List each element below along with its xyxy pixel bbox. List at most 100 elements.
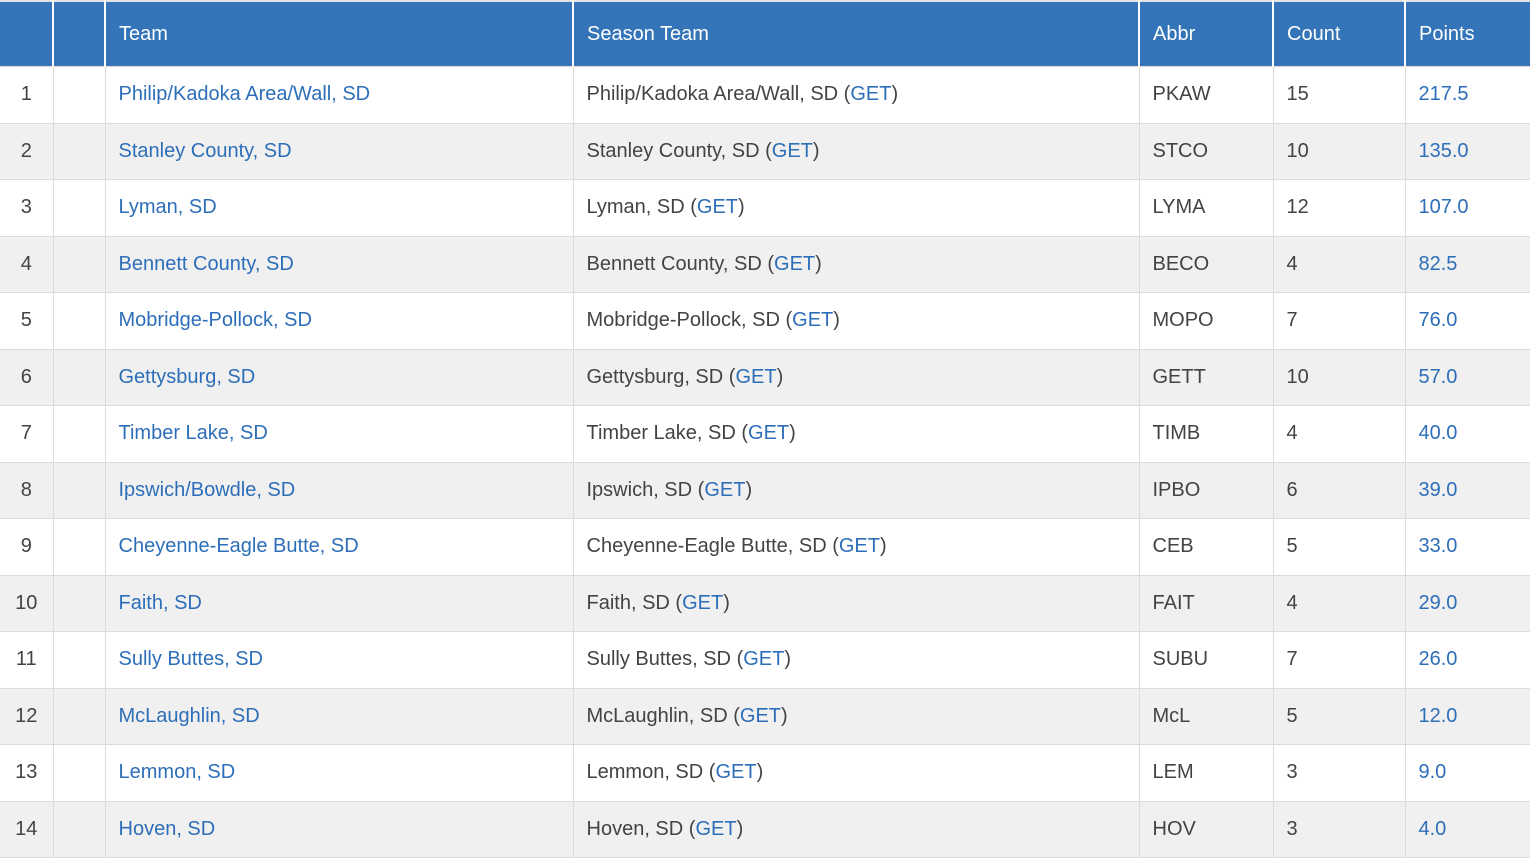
- get-link[interactable]: GET: [838, 535, 880, 558]
- team-link[interactable]: Philip/Kadoka Area/Wall, SD: [118, 83, 371, 106]
- team-cell: Stanley County, SD: [105, 123, 574, 180]
- points-link[interactable]: 12.0: [1418, 704, 1458, 727]
- table-row: 14 Hoven, SD Hoven, SD (GET) HOV 3 4.0: [0, 801, 1530, 858]
- table-header: Team Season Team Abbr Count Points: [0, 1, 1530, 67]
- season-team-name: Hoven, SD: [586, 817, 684, 840]
- team-cell: Bennett County, SD: [105, 236, 574, 293]
- season-team-cell: Gettysburg, SD (GET): [573, 349, 1140, 406]
- points-link[interactable]: 57.0: [1418, 365, 1458, 388]
- abbr-cell: HOV: [1139, 801, 1274, 858]
- count-cell: 3: [1273, 744, 1406, 802]
- team-link[interactable]: Sully Buttes, SD: [118, 648, 264, 671]
- rank-cell: 12: [0, 688, 54, 745]
- team-link[interactable]: Mobridge-Pollock, SD: [118, 309, 312, 332]
- count-cell: 7: [1273, 631, 1406, 689]
- points-link[interactable]: 33.0: [1418, 535, 1458, 558]
- season-team-cell: Ipswich, SD (GET): [573, 462, 1140, 519]
- get-link[interactable]: GET: [696, 196, 739, 219]
- team-link[interactable]: Hoven, SD: [118, 817, 216, 840]
- team-cell: Lemmon, SD: [105, 744, 574, 802]
- points-link[interactable]: 4.0: [1418, 817, 1447, 840]
- abbr-cell: GETT: [1139, 349, 1274, 406]
- get-link[interactable]: GET: [682, 591, 724, 614]
- team-link[interactable]: Lyman, SD: [118, 196, 217, 219]
- season-team-cell: Timber Lake, SD (GET): [573, 405, 1140, 463]
- get-link[interactable]: GET: [715, 761, 757, 784]
- paren-open: (: [683, 817, 696, 840]
- table-row: 3 Lyman, SD Lyman, SD (GET) LYMA 12 107.…: [0, 179, 1530, 237]
- flag-cell: [53, 123, 106, 180]
- get-link[interactable]: GET: [792, 309, 834, 332]
- points-link[interactable]: 39.0: [1418, 478, 1458, 501]
- team-link[interactable]: Gettysburg, SD: [118, 365, 256, 388]
- paren-open: (: [826, 535, 839, 558]
- paren-close: ): [723, 591, 730, 614]
- team-cell: Cheyenne-Eagle Butte, SD: [105, 518, 574, 576]
- get-link[interactable]: GET: [771, 139, 813, 162]
- season-team-name: Timber Lake, SD: [586, 422, 736, 445]
- team-link[interactable]: Faith, SD: [118, 591, 202, 614]
- team-link[interactable]: Cheyenne-Eagle Butte, SD: [118, 535, 359, 558]
- points-link[interactable]: 29.0: [1418, 591, 1458, 614]
- season-team-name: Bennett County, SD: [586, 252, 762, 275]
- paren-open: (: [669, 591, 683, 614]
- header-team: Team: [105, 1, 574, 67]
- points-cell: 33.0: [1405, 518, 1530, 576]
- points-link[interactable]: 107.0: [1418, 196, 1469, 219]
- table-row: 2 Stanley County, SD Stanley County, SD …: [0, 123, 1530, 180]
- rank-cell: 2: [0, 123, 54, 180]
- team-link[interactable]: Ipswich/Bowdle, SD: [118, 478, 296, 501]
- season-team-cell: Philip/Kadoka Area/Wall, SD (GET): [573, 66, 1140, 124]
- paren-close: ): [776, 365, 784, 388]
- team-link[interactable]: Bennett County, SD: [118, 252, 294, 275]
- paren-open: (: [692, 478, 705, 501]
- season-team-cell: Stanley County, SD (GET): [573, 123, 1140, 180]
- rank-cell: 8: [0, 462, 54, 519]
- team-cell: Gettysburg, SD: [105, 349, 574, 406]
- get-link[interactable]: GET: [748, 422, 790, 445]
- paren-close: ): [833, 309, 840, 332]
- abbr-cell: STCO: [1139, 123, 1274, 180]
- rank-cell: 1: [0, 66, 54, 124]
- abbr-cell: LEM: [1139, 744, 1274, 802]
- header-points: Points: [1405, 1, 1530, 67]
- team-link[interactable]: Timber Lake, SD: [118, 422, 268, 445]
- season-team-cell: Faith, SD (GET): [573, 575, 1140, 632]
- get-link[interactable]: GET: [704, 478, 746, 501]
- flag-cell: [53, 518, 106, 576]
- get-link[interactable]: GET: [743, 648, 785, 671]
- table-body: 1 Philip/Kadoka Area/Wall, SD Philip/Kad…: [0, 66, 1530, 858]
- count-cell: 15: [1273, 66, 1406, 124]
- table-row: 7 Timber Lake, SD Timber Lake, SD (GET) …: [0, 405, 1530, 463]
- get-link[interactable]: GET: [850, 83, 892, 106]
- points-link[interactable]: 40.0: [1418, 422, 1458, 445]
- count-cell: 12: [1273, 179, 1406, 237]
- paren-open: (: [759, 139, 772, 162]
- points-link[interactable]: 135.0: [1418, 139, 1469, 162]
- season-team-name: Faith, SD: [586, 591, 670, 614]
- get-link[interactable]: GET: [774, 252, 816, 275]
- season-team-name: Ipswich, SD: [586, 478, 693, 501]
- get-link[interactable]: GET: [739, 704, 782, 727]
- abbr-cell: TIMB: [1139, 405, 1274, 463]
- team-link[interactable]: Lemmon, SD: [118, 761, 236, 784]
- points-link[interactable]: 26.0: [1418, 648, 1458, 671]
- points-cell: 135.0: [1405, 123, 1530, 180]
- get-link[interactable]: GET: [695, 817, 737, 840]
- points-link[interactable]: 76.0: [1418, 309, 1458, 332]
- team-cell: Mobridge-Pollock, SD: [105, 292, 574, 350]
- table-row: 8 Ipswich/Bowdle, SD Ipswich, SD (GET) I…: [0, 462, 1530, 519]
- points-cell: 9.0: [1405, 744, 1530, 802]
- team-cell: McLaughlin, SD: [105, 688, 574, 745]
- points-link[interactable]: 9.0: [1418, 761, 1447, 784]
- team-link[interactable]: McLaughlin, SD: [118, 704, 260, 727]
- season-team-cell: Bennett County, SD (GET): [573, 236, 1140, 293]
- flag-cell: [53, 292, 106, 350]
- get-link[interactable]: GET: [735, 365, 777, 388]
- points-cell: 40.0: [1405, 405, 1530, 463]
- points-link[interactable]: 217.5: [1418, 83, 1469, 106]
- team-link[interactable]: Stanley County, SD: [118, 139, 292, 162]
- points-link[interactable]: 82.5: [1418, 252, 1458, 275]
- team-cell: Sully Buttes, SD: [105, 631, 574, 689]
- rank-cell: 14: [0, 801, 54, 858]
